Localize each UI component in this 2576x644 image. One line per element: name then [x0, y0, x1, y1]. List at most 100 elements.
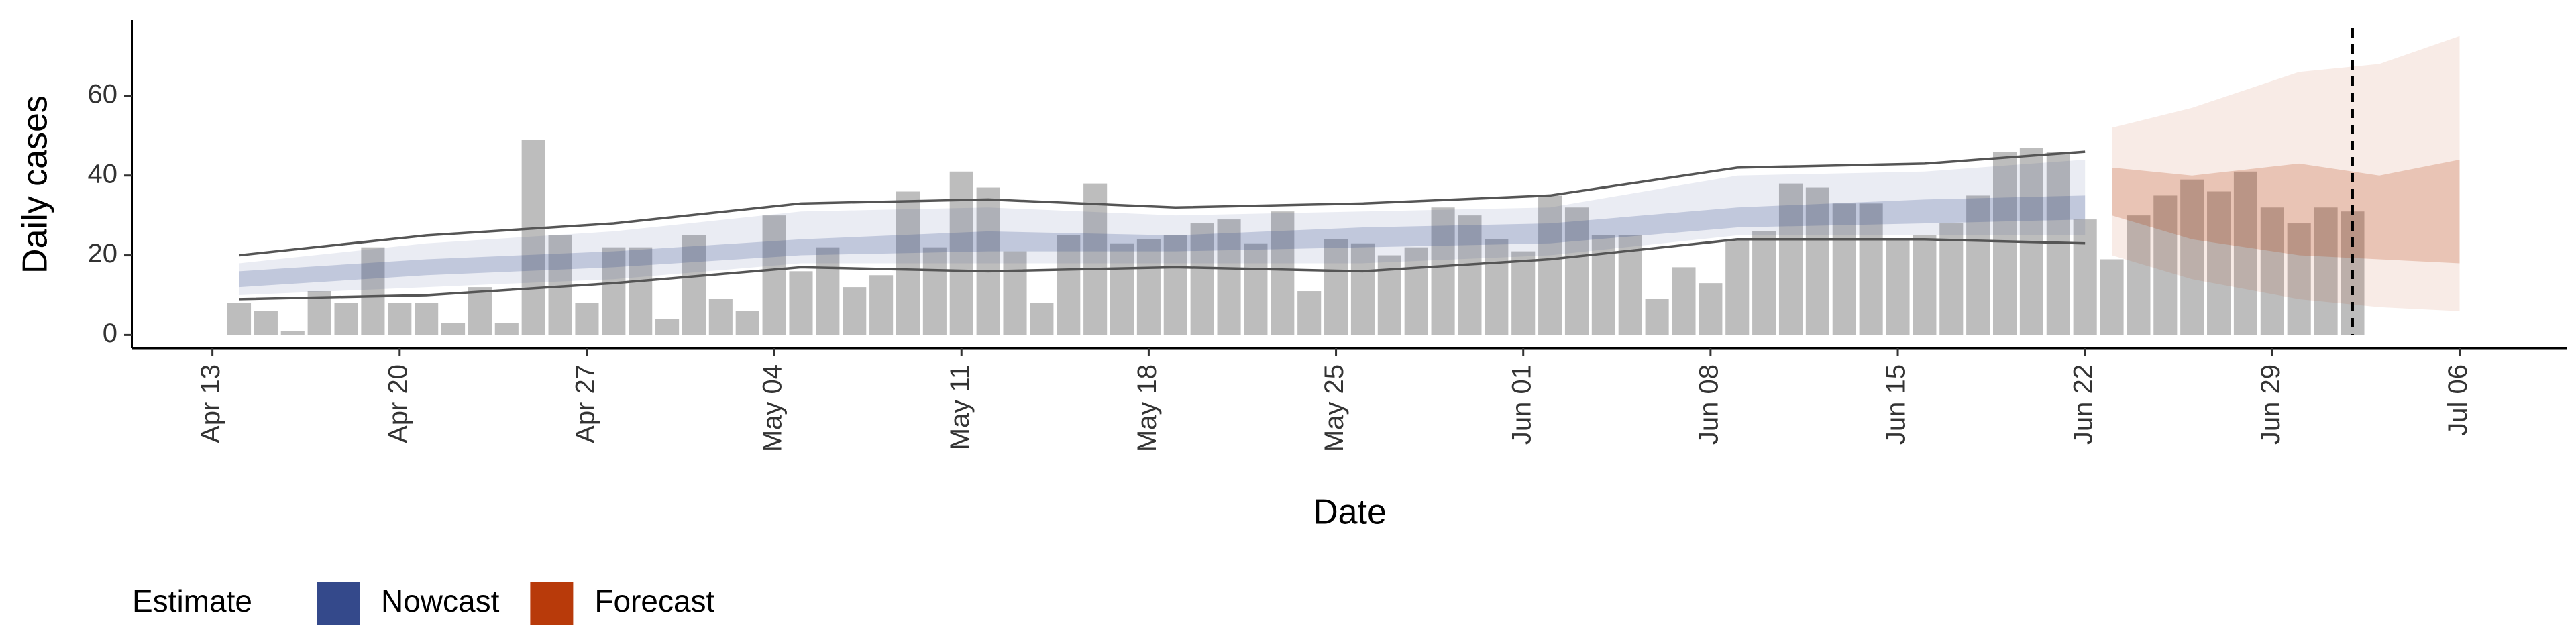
y-tick-label: 60 [88, 79, 118, 109]
bar [1324, 239, 1348, 335]
bar [2127, 215, 2151, 335]
legend-swatch [530, 582, 574, 625]
bar [521, 140, 545, 335]
bar [1645, 299, 1669, 335]
bar [334, 303, 358, 335]
bar [494, 323, 519, 335]
bar [2180, 179, 2204, 335]
bar [1003, 251, 1027, 335]
bar [1163, 235, 1187, 335]
bar [1431, 207, 1455, 335]
bar [254, 311, 278, 335]
bar [1404, 247, 1428, 335]
bar [655, 319, 680, 335]
x-tick-label: May 04 [758, 364, 788, 452]
bar [602, 247, 626, 335]
bar [2260, 207, 2284, 335]
bar [1992, 152, 2017, 335]
band-area [239, 159, 2086, 295]
bar [468, 287, 492, 335]
legend-title: Estimate [132, 584, 252, 619]
x-tick-label: Apr 27 [571, 364, 600, 443]
bar [2233, 171, 2257, 335]
bar [227, 303, 252, 335]
x-tick-label: Jun 29 [2256, 364, 2286, 445]
bar [2153, 195, 2178, 335]
bar [1297, 291, 1322, 335]
bar [1271, 211, 1295, 335]
bar [976, 187, 1000, 335]
bar [1511, 251, 1536, 335]
bar [280, 331, 305, 335]
bar [1564, 207, 1589, 335]
bar [708, 299, 733, 335]
bar [843, 287, 867, 335]
x-tick-label: Apr 13 [196, 364, 225, 443]
bar [388, 303, 412, 335]
bar [2314, 207, 2338, 335]
bar [441, 323, 466, 335]
x-tick-label: Jun 01 [1507, 364, 1536, 445]
bar [1244, 243, 1268, 335]
x-tick-label: May 11 [945, 364, 975, 450]
bar [575, 303, 599, 335]
band-area [2112, 36, 2460, 311]
legend-swatch [317, 582, 360, 625]
bar [922, 247, 947, 335]
bar [1725, 239, 1750, 335]
bar [2073, 219, 2097, 335]
bar [1778, 183, 1803, 335]
bar [2100, 259, 2124, 335]
bar [816, 247, 840, 335]
bar [1057, 235, 1081, 335]
bar [2207, 191, 2231, 335]
bar [1939, 223, 1964, 335]
x-tick-label: Apr 20 [383, 364, 413, 443]
bar [1350, 243, 1375, 335]
bar [2287, 223, 2311, 335]
x-axis-title: Date [1313, 493, 1387, 532]
band-area [239, 195, 2086, 288]
x-tick-label: Jun 22 [2069, 364, 2098, 445]
bar [629, 247, 653, 335]
legend-label: Forecast [594, 584, 714, 619]
bar [1083, 183, 1108, 335]
y-tick-label: 0 [103, 319, 117, 348]
bar [896, 191, 920, 335]
bar [1752, 231, 1776, 335]
bar [1458, 215, 1482, 335]
bar [735, 311, 759, 335]
band-area [2112, 159, 2460, 264]
x-tick-label: May 25 [1320, 364, 1349, 452]
bar [1190, 223, 1214, 335]
bar [1030, 303, 1054, 335]
legend-label: Nowcast [381, 584, 500, 619]
bar [869, 275, 894, 335]
bar [1672, 267, 1696, 335]
y-axis-title: Daily cases [16, 95, 55, 274]
bar [1859, 203, 1883, 335]
bar [1485, 239, 1509, 335]
bar [1886, 239, 1910, 335]
bar [1699, 283, 1723, 335]
x-tick-label: Jun 15 [1882, 364, 1911, 445]
x-tick-label: Jun 08 [1694, 364, 1723, 445]
bar [1832, 203, 1856, 335]
y-tick-label: 20 [88, 239, 118, 268]
bar [361, 247, 385, 335]
bar [1110, 243, 1134, 335]
bar [682, 235, 706, 335]
bar [762, 215, 786, 335]
bar [1913, 235, 1937, 335]
estimate-line [239, 150, 2086, 257]
y-tick-label: 40 [88, 159, 118, 189]
bar [1136, 239, 1161, 335]
bar [1217, 219, 1241, 335]
estimate-line [239, 238, 2086, 301]
bar [1538, 195, 1562, 335]
bar [789, 271, 813, 335]
x-tick-label: May 18 [1132, 364, 1162, 452]
bar [1805, 187, 1829, 335]
